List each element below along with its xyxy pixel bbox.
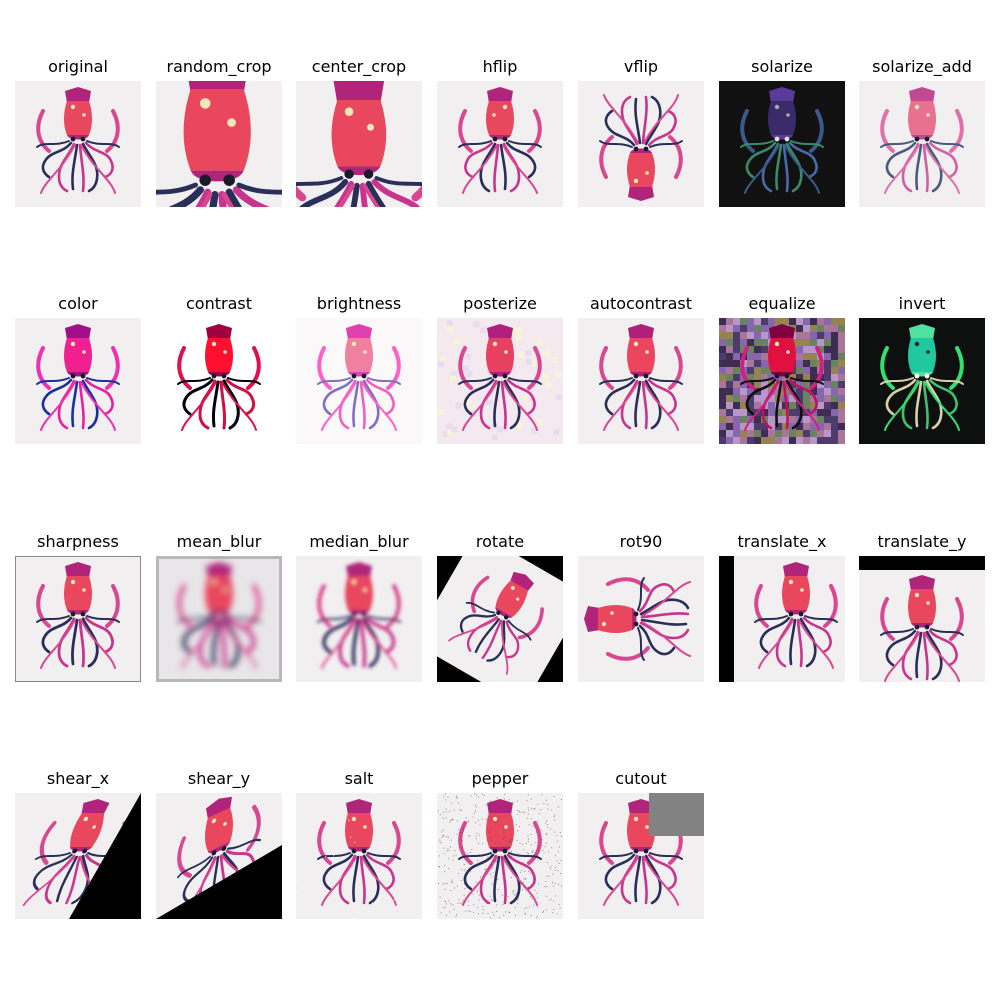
- panel-title: invert: [839, 294, 1000, 313]
- squid-vflip-image: [578, 81, 704, 207]
- squid-autocontrast-image: [578, 318, 704, 444]
- squid-brightness-image: [296, 318, 422, 444]
- panel-title: translate_y: [839, 532, 1000, 551]
- squid-salt-image: [296, 793, 422, 919]
- squid-solarize-image: [719, 81, 845, 207]
- squid-rot90-image: [578, 556, 704, 682]
- squid-shear-y-image: [156, 793, 282, 919]
- squid-solarize-add-image: [859, 81, 985, 207]
- squid-invert-image: [859, 318, 985, 444]
- squid-translate-x-image: [719, 556, 845, 682]
- squid-cutout-image: [578, 793, 704, 919]
- squid-random-crop-image: [156, 81, 282, 207]
- panel-title: cutout: [558, 769, 724, 788]
- squid-median-blur-image: [296, 556, 422, 682]
- panel-title: solarize_add: [839, 57, 1000, 76]
- squid-shear-x-image: [15, 793, 141, 919]
- squid-original-image: [15, 81, 141, 207]
- squid-color-image: [15, 318, 141, 444]
- squid-rotate-image: [437, 556, 563, 682]
- squid-pepper-image: [437, 793, 563, 919]
- squid-translate-y-image: [859, 556, 985, 682]
- squid-mean-blur-image: [156, 556, 282, 682]
- squid-equalize-image: [719, 318, 845, 444]
- squid-hflip-image: [437, 81, 563, 207]
- squid-contrast-image: [156, 318, 282, 444]
- squid-center-crop-image: [296, 81, 422, 207]
- squid-sharpness-image: [15, 556, 141, 682]
- squid-posterize-image: [437, 318, 563, 444]
